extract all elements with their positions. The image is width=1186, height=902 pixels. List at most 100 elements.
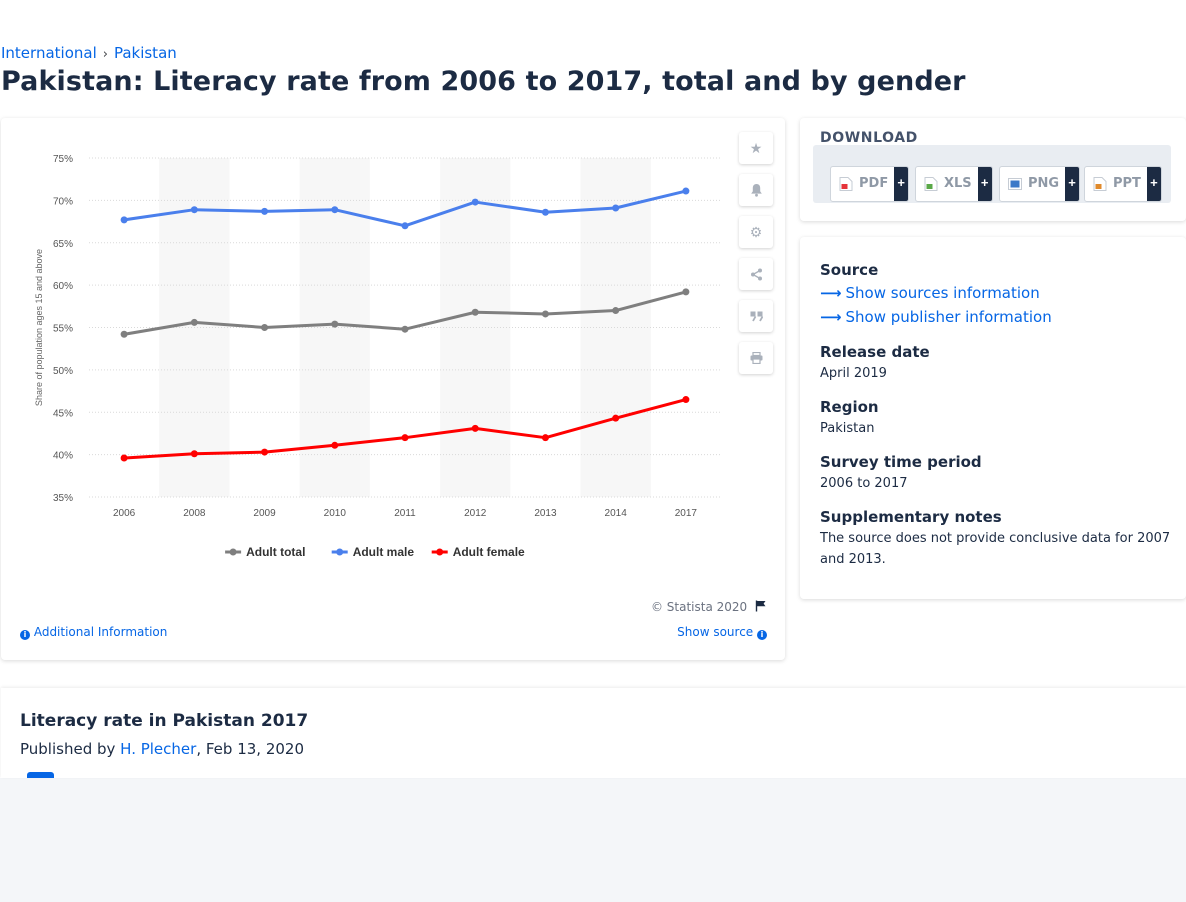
x-tick-label: 2011	[394, 508, 416, 519]
ppt-label: PPT	[1113, 176, 1141, 191]
gear-icon: ⚙	[749, 223, 763, 240]
x-tick-label: 2006	[113, 508, 136, 519]
x-tick-label: 2012	[464, 508, 487, 519]
data-point-adult-female	[471, 424, 479, 432]
y-tick-label: 75%	[53, 154, 73, 165]
arrow-right-icon: ⟶	[820, 308, 842, 326]
download-card: DOWNLOAD PDF + XLS + PNG + PPT +	[800, 118, 1186, 221]
column-band	[440, 158, 511, 497]
x-tick-label: 2010	[324, 508, 347, 519]
x-tick-label: 2009	[253, 508, 276, 519]
line-chart: 35% 40% 45% 50% 55% 60% 65% 70% 75% 2006 2008 2009 2…	[34, 154, 721, 559]
share-icon	[750, 268, 762, 280]
data-point-adult-total	[120, 330, 128, 338]
x-tick-label: 2017	[675, 508, 698, 519]
statistic-info-card: Source ⟶ Show sources information ⟶ Show p…	[800, 237, 1186, 599]
download-pdf-button[interactable]: PDF +	[830, 166, 910, 202]
pdf-label: PDF	[859, 176, 889, 191]
data-point-adult-male	[190, 206, 198, 214]
release-date-label: Release date	[820, 343, 930, 361]
show-sources-link[interactable]: ⟶ Show sources information	[820, 284, 1040, 302]
breadcrumb: International › Pakistan	[1, 44, 177, 62]
region-label: Region	[820, 398, 879, 416]
copyright-text: © Statista 2020	[650, 600, 748, 614]
x-tick-label: 2008	[183, 508, 206, 519]
data-point-adult-total	[331, 320, 339, 328]
data-point-adult-total	[261, 324, 269, 331]
publication-date: , Feb 13, 2020	[196, 740, 304, 758]
star-icon: ★	[749, 139, 763, 156]
y-tick-label: 50%	[53, 366, 73, 377]
y-tick-label: 55%	[53, 324, 73, 335]
xls-plus: +	[977, 167, 992, 201]
data-point-adult-male	[541, 208, 549, 216]
info-icon: i	[757, 630, 767, 640]
show-publisher-link[interactable]: ⟶ Show publisher information	[820, 308, 1052, 326]
quote-icon	[750, 311, 763, 321]
legend-marker-adult-female	[436, 548, 444, 556]
print-button[interactable]	[739, 342, 773, 374]
download-png-button[interactable]: PNG +	[999, 166, 1081, 202]
settings-button[interactable]: ⚙	[739, 216, 773, 248]
publication-card: Literacy rate in Pakistan 2017 Published…	[1, 688, 1186, 778]
y-axis-label: Share of population ages 15 and above	[34, 249, 44, 406]
flag-icon[interactable]	[755, 600, 767, 612]
survey-period-value: 2006 to 2017	[820, 476, 908, 491]
y-tick-label: 60%	[53, 281, 73, 292]
breadcrumb-pakistan[interactable]: Pakistan	[113, 44, 177, 62]
supplementary-notes-value: The source does not provide conclusive d…	[820, 531, 1171, 567]
source-label: Source	[820, 261, 879, 279]
cite-button[interactable]	[739, 300, 773, 332]
y-tick-label: 65%	[53, 239, 73, 250]
data-point-adult-total	[190, 318, 198, 326]
data-point-adult-male	[471, 198, 479, 206]
info-icon: i	[20, 630, 30, 640]
favorite-button[interactable]: ★	[739, 132, 773, 164]
notification-button[interactable]	[739, 174, 773, 206]
author-link[interactable]: H. Plecher	[120, 740, 197, 758]
published-by-label: Published by	[20, 740, 116, 758]
data-point-adult-total	[682, 288, 690, 296]
published-by-line: Published by H. Plecher, Feb 13, 2020	[20, 740, 304, 758]
data-point-adult-total	[471, 308, 479, 316]
tab-indicator	[27, 772, 54, 778]
pdf-file-icon	[839, 177, 853, 191]
data-point-adult-female	[331, 441, 339, 449]
show-source-label: Show source	[677, 625, 754, 639]
ppt-file-icon	[1093, 177, 1107, 191]
png-plus: +	[1065, 167, 1080, 201]
additional-information-link[interactable]: i Additional Information	[20, 625, 167, 640]
legend-marker-adult-total	[229, 548, 237, 556]
download-ppt-button[interactable]: PPT +	[1084, 166, 1162, 202]
page-title: Pakistan: Literacy rate from 2006 to 201…	[1, 66, 966, 97]
data-point-adult-male	[261, 207, 269, 215]
legend-marker-adult-male	[336, 548, 344, 556]
download-xls-button[interactable]: XLS +	[915, 166, 993, 202]
arrow-right-icon: ⟶	[820, 284, 842, 302]
data-point-adult-female	[261, 448, 269, 456]
share-button[interactable]	[739, 258, 773, 290]
legend-label-adult-total: Adult total	[246, 545, 305, 559]
data-point-adult-male	[401, 222, 409, 230]
legend-label-adult-female: Adult female	[453, 545, 525, 559]
data-point-adult-female	[612, 414, 620, 422]
data-point-adult-total	[612, 307, 620, 315]
bell-icon	[750, 184, 762, 197]
show-source-link[interactable]: Show source i	[677, 625, 767, 640]
y-tick-label: 35%	[53, 493, 73, 504]
data-point-adult-female	[190, 450, 198, 458]
chart-card: 35% 40% 45% 50% 55% 60% 65% 70% 75% 2006 2008 2009 2…	[1, 118, 785, 660]
legend-label-adult-male: Adult male	[353, 545, 415, 559]
region-value: Pakistan	[820, 421, 875, 436]
publication-title: Literacy rate in Pakistan 2017	[20, 711, 309, 731]
png-file-icon	[1008, 178, 1022, 190]
y-tick-label: 45%	[53, 408, 73, 419]
data-point-adult-female	[682, 396, 690, 404]
statista-copyright: © Statista 2020	[651, 600, 767, 614]
breadcrumb-separator: ›	[102, 47, 108, 62]
column-band	[580, 158, 651, 497]
data-point-adult-total	[541, 310, 549, 318]
data-point-adult-female	[541, 434, 549, 442]
x-tick-label: 2013	[534, 508, 557, 519]
breadcrumb-international[interactable]: International	[1, 44, 97, 62]
